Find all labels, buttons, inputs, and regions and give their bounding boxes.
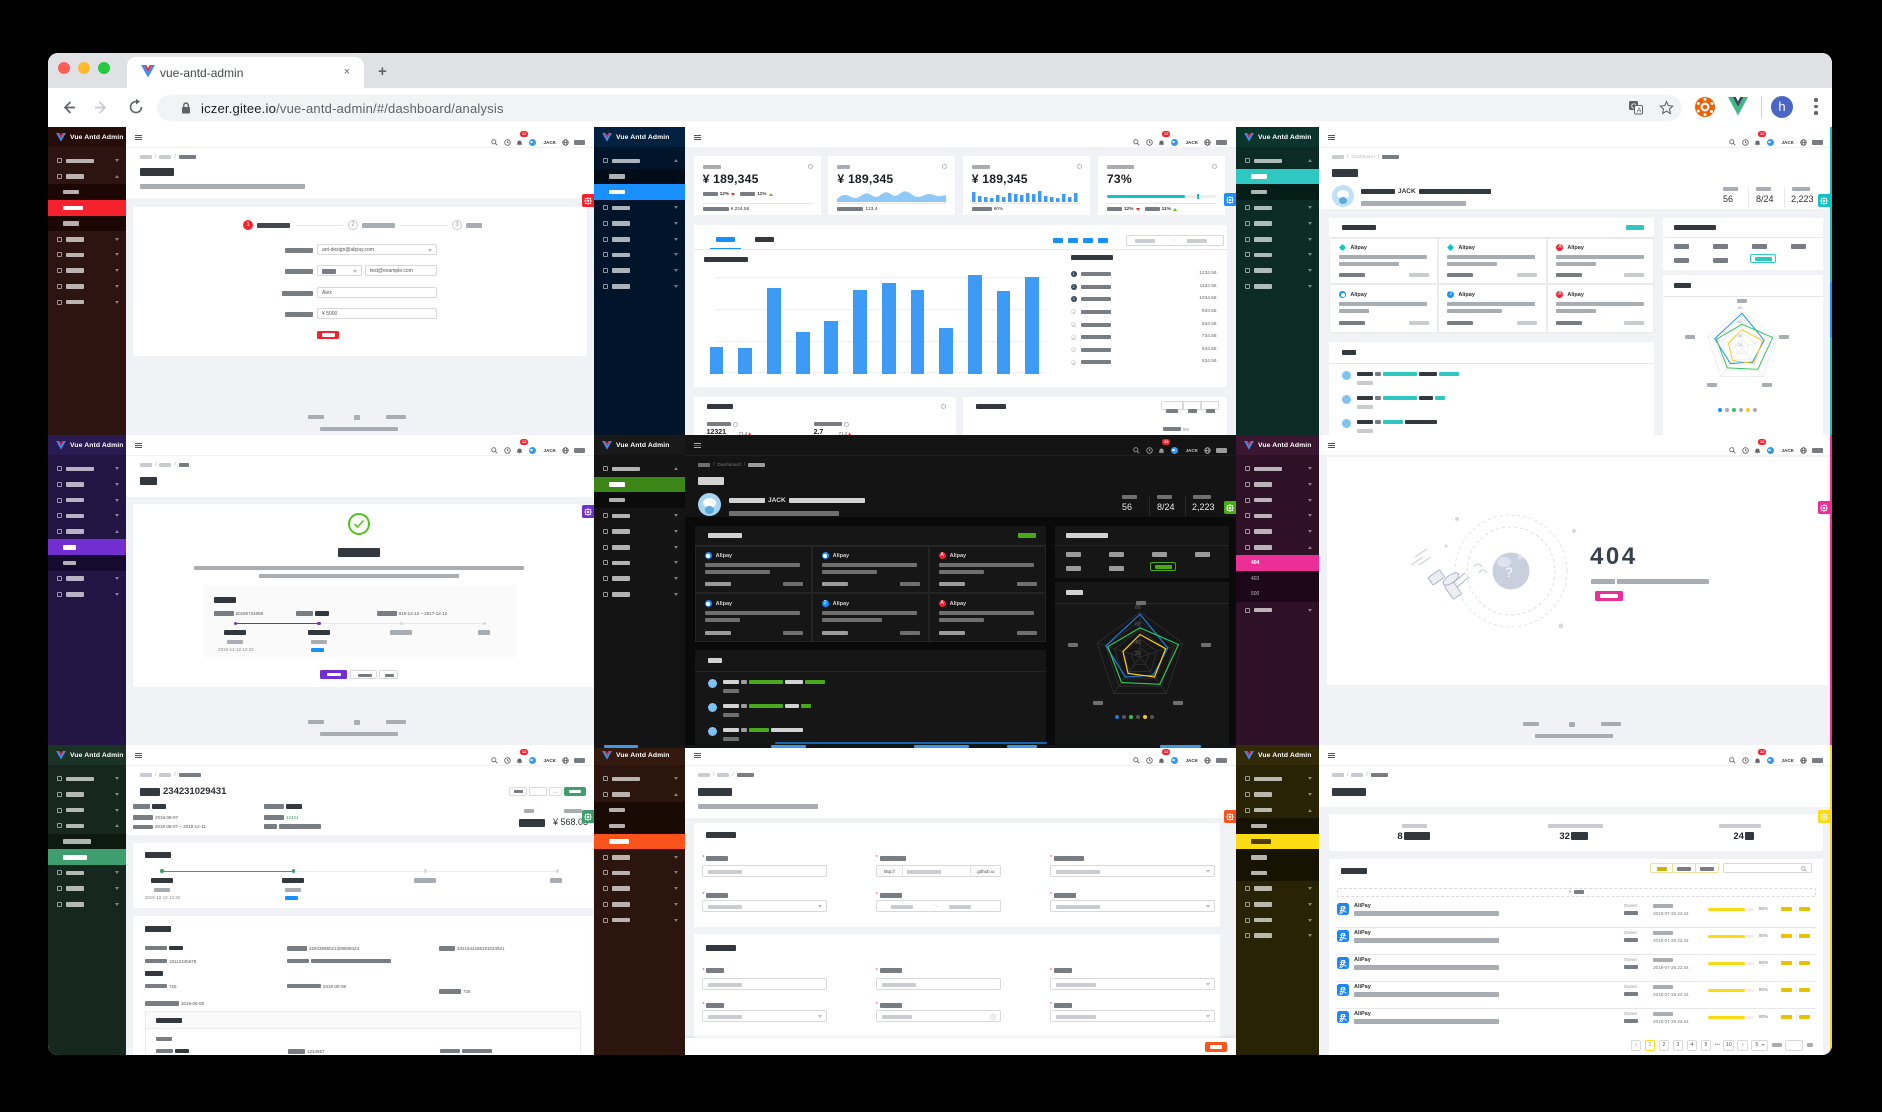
svg-text:20: 20 <box>1738 342 1743 347</box>
svg-text:40: 40 <box>1738 333 1743 338</box>
svg-text:A: A <box>1637 107 1642 114</box>
svg-text:80: 80 <box>1135 605 1141 611</box>
svg-text:G: G <box>1631 102 1637 111</box>
svg-text:80: 80 <box>1738 305 1743 310</box>
svg-text:20: 20 <box>1135 651 1141 657</box>
svg-text:40: 40 <box>1135 640 1141 646</box>
svg-text:?: ? <box>1505 564 1513 580</box>
svg-text:60: 60 <box>1135 622 1141 628</box>
svg-text:60: 60 <box>1738 319 1743 324</box>
